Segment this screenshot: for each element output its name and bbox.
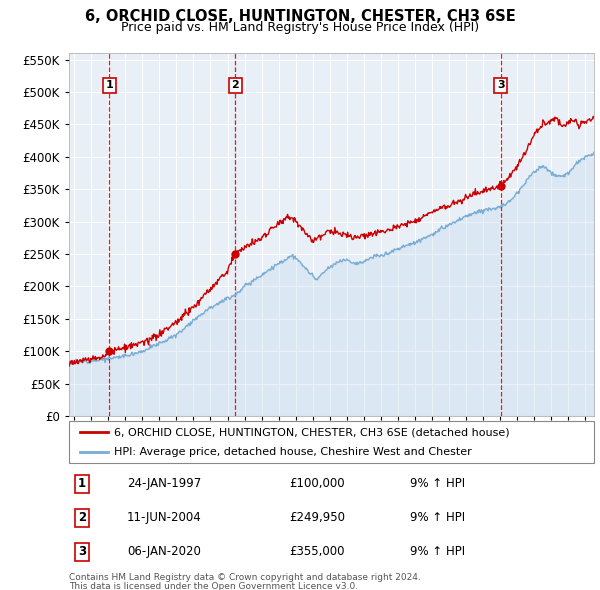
Text: Contains HM Land Registry data © Crown copyright and database right 2024.: Contains HM Land Registry data © Crown c… bbox=[69, 573, 421, 582]
Text: £355,000: £355,000 bbox=[290, 545, 345, 558]
Text: 6, ORCHID CLOSE, HUNTINGTON, CHESTER, CH3 6SE (detached house): 6, ORCHID CLOSE, HUNTINGTON, CHESTER, CH… bbox=[113, 427, 509, 437]
Text: £249,950: £249,950 bbox=[290, 511, 346, 525]
Text: 1: 1 bbox=[106, 80, 113, 90]
Text: 3: 3 bbox=[497, 80, 505, 90]
Text: 9% ↑ HPI: 9% ↑ HPI bbox=[410, 477, 466, 490]
Text: Price paid vs. HM Land Registry's House Price Index (HPI): Price paid vs. HM Land Registry's House … bbox=[121, 21, 479, 34]
Text: 11-JUN-2004: 11-JUN-2004 bbox=[127, 511, 202, 525]
FancyBboxPatch shape bbox=[69, 421, 594, 463]
Text: 06-JAN-2020: 06-JAN-2020 bbox=[127, 545, 200, 558]
Text: 2: 2 bbox=[232, 80, 239, 90]
Text: 9% ↑ HPI: 9% ↑ HPI bbox=[410, 511, 466, 525]
Text: 24-JAN-1997: 24-JAN-1997 bbox=[127, 477, 201, 490]
Text: 3: 3 bbox=[78, 545, 86, 558]
Text: 6, ORCHID CLOSE, HUNTINGTON, CHESTER, CH3 6SE: 6, ORCHID CLOSE, HUNTINGTON, CHESTER, CH… bbox=[85, 9, 515, 24]
Text: 2: 2 bbox=[78, 511, 86, 525]
Text: This data is licensed under the Open Government Licence v3.0.: This data is licensed under the Open Gov… bbox=[69, 582, 358, 590]
Text: £100,000: £100,000 bbox=[290, 477, 345, 490]
Text: 1: 1 bbox=[78, 477, 86, 490]
Text: 9% ↑ HPI: 9% ↑ HPI bbox=[410, 545, 466, 558]
Text: HPI: Average price, detached house, Cheshire West and Chester: HPI: Average price, detached house, Ches… bbox=[113, 447, 472, 457]
